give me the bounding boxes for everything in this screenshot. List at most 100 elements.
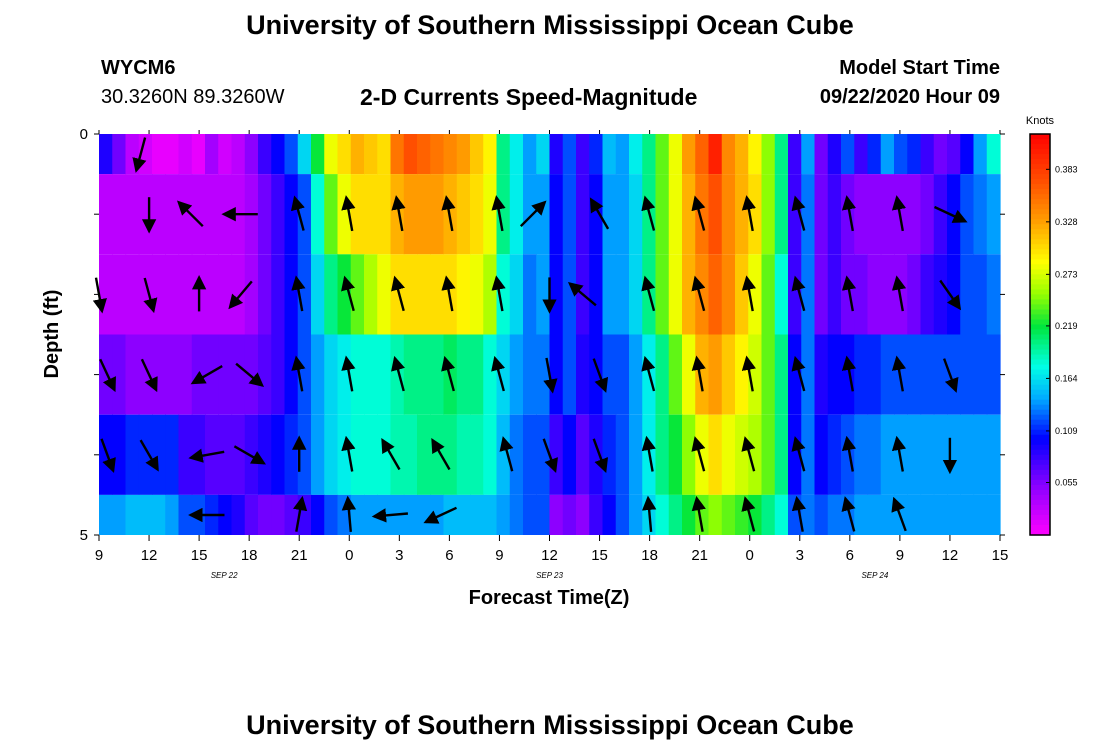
current-vector-arrow [391, 355, 405, 392]
model-start-label: Model Start Time [839, 57, 1000, 79]
colorbar-segment [1030, 264, 1050, 270]
heatmap-cell [774, 334, 789, 415]
colorbar-segment [1030, 394, 1050, 401]
heatmap-cell [920, 334, 935, 415]
heatmap-cell [403, 334, 418, 415]
colorbar-segment [1030, 274, 1050, 280]
heatmap-cell [880, 334, 895, 415]
heatmap-cell [205, 334, 219, 415]
heatmap-cell [205, 134, 219, 175]
heatmap-cell [258, 134, 272, 175]
colorbar-segment [1030, 414, 1050, 421]
colorbar-tick-label: 0.219 [1055, 321, 1078, 331]
heatmap-cell [721, 134, 736, 175]
heatmap-cell [470, 414, 484, 495]
heatmap-cell [721, 494, 736, 535]
heatmap-cell [324, 254, 339, 335]
heatmap-cell [311, 334, 325, 415]
date-label: SEP 24 [861, 571, 888, 580]
heatmap-cell [297, 334, 312, 415]
heatmap-cell [99, 254, 113, 335]
current-vector-arrow [933, 205, 968, 223]
heatmap-cell [986, 254, 1001, 335]
colorbar-tick-label: 0.328 [1055, 217, 1078, 227]
heatmap-cell [377, 134, 392, 175]
colorbar-tick-label: 0.273 [1055, 269, 1078, 279]
heatmap-cell [867, 334, 882, 415]
heatmap-cell [470, 334, 484, 415]
current-vector-arrow [228, 280, 253, 310]
colorbar-segment [1030, 199, 1050, 205]
heatmap-cell [509, 334, 524, 415]
heatmap-cell [986, 334, 1001, 415]
heatmap-cell [165, 494, 180, 535]
heatmap-cell [655, 494, 670, 535]
heatmap-cell [377, 254, 392, 335]
heatmap-cell [814, 174, 829, 255]
heatmap-cell [735, 414, 749, 495]
current-vector-arrow [592, 438, 609, 474]
heatmap-cell [748, 254, 763, 335]
current-vector-arrow [499, 436, 514, 472]
heatmap-cell [483, 414, 498, 495]
current-vector-arrow [99, 358, 116, 393]
heatmap-cell [827, 174, 842, 255]
heatmap-cell [364, 174, 378, 255]
heatmap-cell [682, 174, 696, 255]
heatmap-cell [615, 254, 630, 335]
colorbar-tick-label: 0.109 [1055, 426, 1078, 436]
current-vector-arrow [691, 436, 706, 472]
x-tick-label: 3 [796, 547, 804, 564]
heatmap-cell [284, 414, 299, 495]
colorbar-segment [1030, 244, 1050, 250]
current-vector-arrow [641, 355, 656, 392]
colorbar-tick-label: 0.055 [1055, 477, 1078, 487]
colorbar-segment [1030, 364, 1050, 371]
colorbar-segment [1030, 329, 1050, 336]
heatmap-cell [191, 174, 206, 255]
heatmap-cell [125, 494, 140, 535]
heatmap-cell [668, 414, 683, 495]
colorbar-segment [1030, 214, 1050, 220]
heatmap-cell [523, 134, 537, 175]
heatmap-cell [549, 334, 564, 415]
y-axis-label: Depth (ft) [41, 290, 63, 379]
heatmap-cell [562, 174, 577, 255]
x-tick-label: 21 [691, 547, 708, 564]
heatmap-cell [576, 334, 590, 415]
heatmap-cell [417, 134, 431, 175]
heatmap-cell [443, 134, 458, 175]
colorbar-segment [1030, 454, 1050, 461]
heatmap-cell [576, 494, 590, 535]
heatmap-cell [112, 134, 127, 175]
heatmap-cell [854, 414, 869, 495]
heatmap-cell [774, 174, 789, 255]
heatmap-cell [549, 134, 564, 175]
heatmap-cell [152, 334, 166, 415]
current-vector-arrow [431, 438, 451, 471]
heatmap-cell [509, 254, 524, 335]
heatmap-cell [430, 254, 445, 335]
heatmap-cell [364, 254, 378, 335]
current-vector-arrow [841, 355, 857, 392]
heatmap-cell [271, 414, 286, 495]
colorbar-segment [1030, 429, 1050, 436]
heatmap-cell [748, 174, 763, 255]
heatmap-cell [403, 174, 418, 255]
heatmap-cell [99, 134, 113, 175]
heatmap-cell [867, 174, 882, 255]
heatmap-cell [880, 414, 895, 495]
heatmap-cell [377, 334, 392, 415]
heatmap-cell [152, 414, 166, 495]
heatmap-cell [324, 414, 339, 495]
heatmap-cell [735, 254, 749, 335]
heatmap-cell [536, 414, 551, 495]
colorbar-segment [1030, 514, 1050, 521]
current-vector-arrow [641, 495, 657, 533]
colorbar-segment [1030, 249, 1050, 255]
heatmap-cell [403, 494, 418, 535]
colorbar-segment [1030, 204, 1050, 210]
heatmap-cell [324, 174, 339, 255]
heatmap-cell [483, 134, 498, 175]
